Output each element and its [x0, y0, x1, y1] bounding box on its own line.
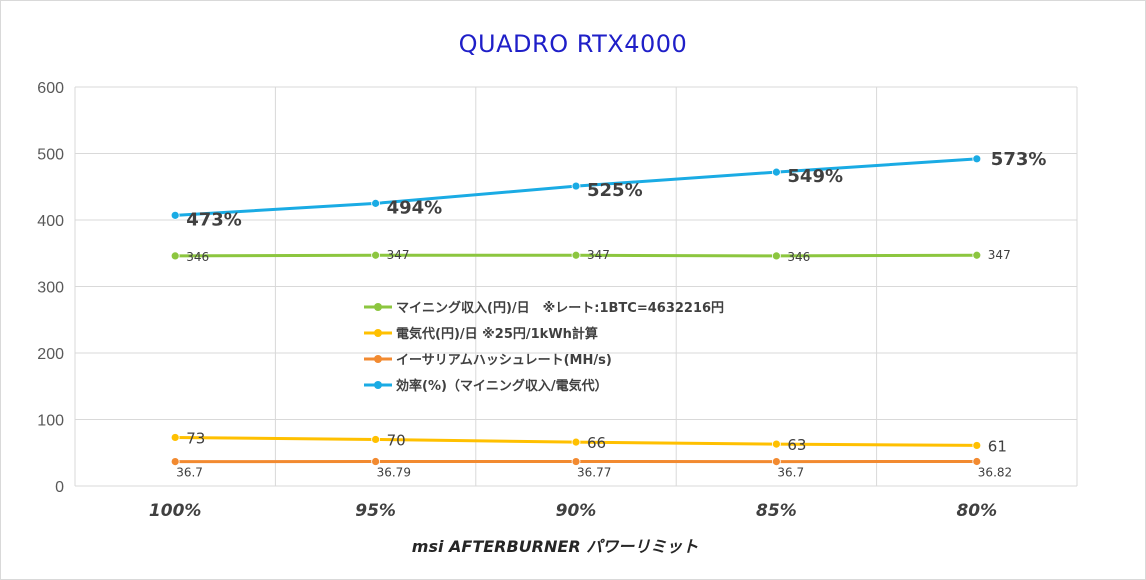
y-tick-label: 300: [37, 280, 64, 297]
data-point: [571, 181, 581, 191]
data-label: 36.7: [176, 466, 203, 480]
data-label: 549%: [787, 166, 843, 187]
data-point: [170, 210, 180, 220]
data-label: 36.77: [577, 466, 611, 480]
data-point: [772, 167, 781, 177]
data-point: [772, 439, 781, 449]
x-axis-ticks: 100% 95% 90% 85% 80%: [149, 501, 997, 521]
data-label: 36.7: [777, 466, 804, 480]
data-point: [772, 457, 781, 466]
data-label: 61: [988, 437, 1007, 455]
data-label: 73: [186, 429, 205, 447]
grid-lines: [74, 86, 1078, 487]
y-tick-label: 200: [37, 346, 64, 363]
data-label: 347: [587, 248, 610, 262]
data-label: 36.79: [377, 466, 411, 480]
legend-entry: 電気代(円)/日 ※25円/1kWh計算: [396, 326, 598, 342]
y-axis-ticks: 0 100 200 300 400 500 600: [37, 80, 64, 496]
data-point: [170, 433, 180, 442]
x-tick-label: 95%: [355, 501, 396, 521]
data-label: 494%: [387, 197, 443, 218]
data-point: [371, 250, 381, 260]
data-label: 346: [787, 250, 810, 264]
data-label: 70: [387, 431, 406, 449]
legend-swatch-marker: [374, 381, 382, 389]
data-point: [371, 198, 381, 208]
x-tick-label: 90%: [556, 501, 597, 521]
data-label: 36.82: [978, 466, 1012, 480]
y-tick-label: 100: [37, 413, 64, 430]
chart-title: QUADRO RTX4000: [458, 30, 688, 58]
data-label: 573%: [991, 149, 1047, 170]
legend-entry: マイニング収入(円)/日 ※レート:1BTC=4632216円: [396, 300, 724, 316]
data-label: 66: [587, 434, 606, 452]
x-tick-label: 80%: [956, 501, 997, 521]
legend-entry: イーサリアムハッシュレート(MH/s): [396, 353, 612, 368]
y-tick-label: 400: [37, 213, 64, 230]
legend-entry: 効率(%)（マイニング収入/電気代）: [396, 378, 608, 394]
data-point: [571, 250, 581, 260]
data-labels: 346 347 347 346 347 73 70 66 63 61 36.7 36.79 36.77 3…: [176, 149, 1046, 480]
data-point: [972, 457, 982, 466]
data-point: [772, 251, 781, 261]
data-label: 525%: [587, 180, 643, 201]
legend-swatch-marker: [374, 355, 382, 363]
data-point: [972, 154, 982, 164]
data-label: 63: [787, 436, 806, 454]
data-point: [371, 435, 381, 444]
y-tick-label: 0: [55, 479, 64, 496]
data-point: [371, 457, 381, 466]
legend-swatch-marker: [374, 329, 382, 337]
series-group: [170, 154, 982, 466]
data-label: 347: [387, 248, 410, 262]
data-label: 346: [186, 250, 209, 264]
data-point: [972, 441, 982, 450]
x-axis-label: msi AFTERBURNER パワーリミット: [412, 537, 698, 556]
data-point: [571, 437, 581, 447]
data-label: 347: [988, 248, 1011, 262]
y-tick-label: 500: [37, 147, 64, 164]
data-label: 473%: [186, 209, 242, 230]
data-point: [972, 250, 982, 260]
data-point: [571, 457, 581, 466]
y-tick-label: 600: [37, 80, 64, 97]
data-point: [170, 457, 180, 466]
legend-swatch-marker: [374, 303, 382, 311]
legend: マイニング収入(円)/日 ※レート:1BTC=4632216円電気代(円)/日 …: [364, 300, 724, 394]
x-tick-label: 85%: [756, 501, 797, 521]
x-tick-label: 100%: [149, 501, 202, 521]
data-point: [170, 251, 180, 261]
